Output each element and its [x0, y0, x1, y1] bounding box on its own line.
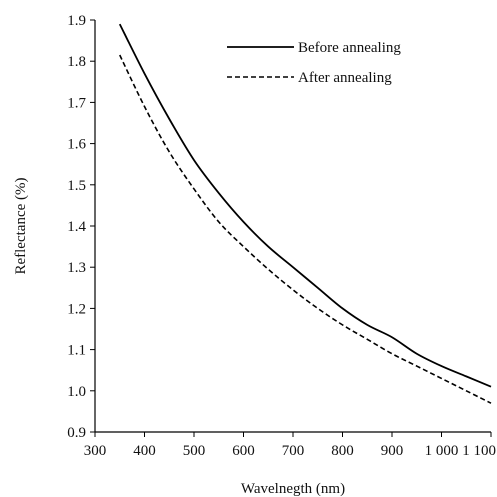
y-tick-label: 1.6 — [67, 137, 86, 153]
x-tick-label: 1 100 — [462, 443, 496, 459]
y-axis-ticks: 0.9 1.0 1.1 1.2 1.3 1.4 1.5 1.6 1.7 1.8 1.9 — [67, 13, 95, 441]
y-tick-label: 0.9 — [67, 425, 86, 441]
x-tick-label: 900 — [381, 443, 404, 459]
y-tick-label: 1.7 — [67, 95, 86, 111]
series-line-after-annealing — [119, 54, 492, 404]
x-axis-title: Wavelnegth (nm) — [241, 481, 345, 497]
y-tick-label: 1.5 — [67, 178, 86, 194]
legend: Before annealing After annealing — [227, 40, 401, 86]
x-axis-ticks: 300 400 500 600 700 800 900 1 000 1 100 — [84, 432, 496, 459]
x-tick-label: 800 — [331, 443, 354, 459]
x-tick-label: 1 000 — [425, 443, 459, 459]
y-tick-label: 1.3 — [67, 260, 86, 276]
y-tick-label: 1.2 — [67, 301, 86, 317]
x-tick-label: 300 — [84, 443, 107, 459]
legend-label-after: After annealing — [298, 70, 392, 86]
y-tick-label: 1.9 — [67, 13, 86, 29]
legend-label-before: Before annealing — [298, 40, 401, 56]
y-tick-label: 1.4 — [67, 219, 86, 235]
y-tick-label: 1.0 — [67, 384, 86, 400]
x-tick-label: 700 — [282, 443, 305, 459]
x-tick-label: 600 — [232, 443, 255, 459]
x-tick-label: 500 — [183, 443, 206, 459]
series-layer — [118, 23, 492, 404]
series-line-before-annealing — [118, 23, 492, 388]
chart-axes — [94, 20, 491, 433]
y-tick-label: 1.8 — [67, 54, 86, 70]
y-tick-label: 1.1 — [67, 343, 86, 359]
x-tick-label: 400 — [133, 443, 156, 459]
y-axis-title: Reflectance (%) — [13, 177, 29, 274]
